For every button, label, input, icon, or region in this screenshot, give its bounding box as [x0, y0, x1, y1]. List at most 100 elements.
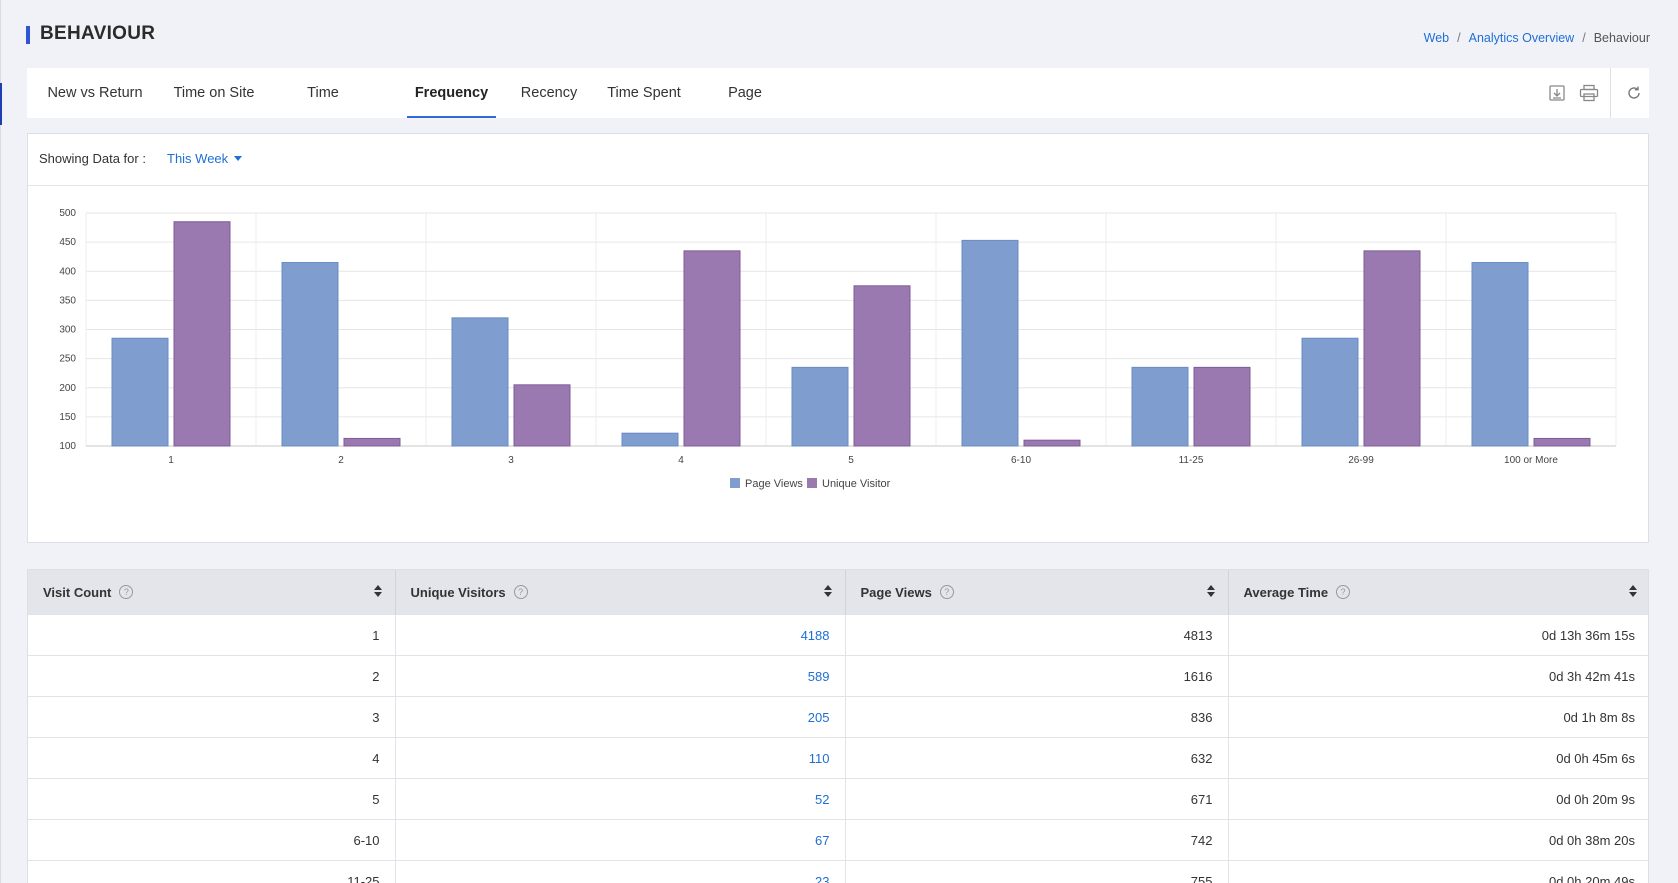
unique-visitors-link[interactable]: 23 [395, 860, 846, 883]
breadcrumb-separator: / [1582, 31, 1586, 45]
average-time-cell: 0d 0h 38m 20s [1228, 819, 1648, 861]
legend-swatch [730, 478, 740, 488]
bar-page-views [621, 432, 679, 447]
visit-count-cell: 11-25 [28, 860, 396, 883]
x-tick-label: 100 or More [1504, 455, 1558, 466]
y-tick-label: 350 [59, 295, 76, 306]
breadcrumb-analytics-overview[interactable]: Analytics Overview [1468, 31, 1575, 45]
column-header-unique-visitors[interactable]: Unique Visitors? [395, 570, 846, 615]
page-title: BEHAVIOUR [40, 23, 156, 44]
column-header-average-time[interactable]: Average Time? [1228, 570, 1648, 615]
bar-unique-visitor [853, 285, 911, 447]
tab-frequency[interactable]: Frequency [407, 68, 496, 118]
y-tick-label: 250 [59, 354, 76, 365]
date-range-dropdown[interactable]: This Week [167, 151, 243, 166]
visit-count-cell: 4 [28, 737, 396, 779]
table-row: 1 4188 4813 0d 13h 36m 15s [28, 614, 1648, 656]
x-tick-label: 6-10 [1011, 455, 1031, 466]
bar-unique-visitor [513, 384, 571, 447]
unique-visitors-link[interactable]: 589 [395, 655, 846, 697]
tab-time-trends[interactable]: Time Trends [301, 85, 346, 151]
bar-page-views [1471, 262, 1529, 447]
sort-icon[interactable] [1628, 584, 1638, 598]
help-icon[interactable]: ? [119, 585, 134, 599]
column-header-page-views[interactable]: Page Views? [845, 570, 1229, 615]
tab-bar: New vs Return Time on Site Time Trends F… [27, 68, 1649, 151]
visit-count-cell: 2 [28, 655, 396, 697]
unique-visitors-link[interactable]: 110 [395, 737, 846, 779]
x-tick-label: 11-25 [1179, 455, 1204, 466]
column-header-visit-count[interactable]: Visit Count? [28, 570, 396, 615]
table-row: 6-10 67 742 0d 0h 38m 20s [28, 819, 1648, 861]
bar-unique-visitor [1023, 439, 1081, 447]
refresh-icon[interactable] [1619, 78, 1649, 108]
help-icon[interactable]: ? [513, 585, 528, 599]
tab-time-on-site[interactable]: Time on Site [173, 85, 255, 101]
page-views-cell: 836 [845, 696, 1229, 738]
bar-unique-visitor [1533, 437, 1591, 447]
y-tick-label: 100 [59, 441, 76, 452]
left-rail [0, 0, 1, 883]
title-accent-bar [26, 26, 30, 44]
average-time-cell: 0d 0h 45m 6s [1228, 737, 1648, 779]
table-row: 4 110 632 0d 0h 45m 6s [28, 737, 1648, 779]
filter-label: Showing Data for : [39, 151, 146, 166]
average-time-cell: 0d 0h 20m 49s [1228, 860, 1648, 883]
sort-icon[interactable] [1206, 584, 1216, 598]
y-tick-label: 150 [59, 412, 76, 423]
y-tick-label: 200 [59, 383, 76, 394]
breadcrumb-current: Behaviour [1593, 31, 1650, 45]
y-tick-label: 450 [59, 237, 76, 248]
date-range-value: This Week [167, 151, 229, 166]
caret-down-icon [234, 156, 243, 161]
toolbar [1542, 68, 1649, 118]
toolbar-divider [1610, 68, 1611, 118]
bar-unique-visitor [1363, 250, 1421, 447]
x-tick-label: 4 [678, 455, 684, 466]
average-time-cell: 0d 0h 20m 9s [1228, 778, 1648, 820]
table-row: 5 52 671 0d 0h 20m 9s [28, 778, 1648, 820]
average-time-cell: 0d 3h 42m 41s [1228, 655, 1648, 697]
tab-recency[interactable]: Recency [520, 85, 578, 101]
table-row: 3 205 836 0d 1h 8m 8s [28, 696, 1648, 738]
page-views-cell: 632 [845, 737, 1229, 779]
tab-page-depth[interactable]: Page Depth [726, 85, 765, 151]
unique-visitors-link[interactable]: 52 [395, 778, 846, 820]
x-tick-label: 3 [508, 455, 514, 466]
bar-page-views [111, 337, 169, 447]
visit-count-cell: 1 [28, 614, 396, 656]
breadcrumb-separator: / [1457, 31, 1461, 45]
tab-time-spent[interactable]: Time Spent [607, 85, 681, 101]
bar-unique-visitor [343, 437, 401, 447]
breadcrumb-web[interactable]: Web [1423, 31, 1450, 45]
table-header-row: Visit Count? Unique Visitors? Page Views… [28, 570, 1648, 615]
unique-visitors-link[interactable]: 4188 [395, 614, 846, 656]
legend-swatch [807, 478, 817, 488]
legend-label: Unique Visitor [822, 478, 891, 490]
unique-visitors-link[interactable]: 67 [395, 819, 846, 861]
frequency-table: Visit Count? Unique Visitors? Page Views… [27, 569, 1649, 883]
bar-page-views [961, 239, 1019, 447]
table-row: 11-25 23 755 0d 0h 20m 49s [28, 860, 1648, 883]
print-icon[interactable] [1574, 78, 1604, 108]
page-views-cell: 755 [845, 860, 1229, 883]
visit-count-cell: 5 [28, 778, 396, 820]
y-tick-label: 300 [59, 325, 76, 336]
download-icon[interactable] [1542, 78, 1572, 108]
tab-new-vs-return[interactable]: New vs Return [47, 85, 143, 101]
sort-icon[interactable] [823, 584, 833, 598]
x-tick-label: 26-99 [1348, 455, 1374, 466]
help-icon[interactable]: ? [1336, 585, 1351, 599]
legend-label: Page Views [745, 478, 803, 490]
bar-unique-visitor [1193, 366, 1251, 447]
bar-unique-visitor [173, 221, 231, 447]
bar-page-views [281, 262, 339, 447]
help-icon[interactable]: ? [939, 585, 954, 599]
visit-count-cell: 3 [28, 696, 396, 738]
filter-row: Showing Data for : This Week [28, 134, 1648, 186]
x-tick-label: 1 [168, 455, 174, 466]
visit-count-cell: 6-10 [28, 819, 396, 861]
sort-icon[interactable] [373, 584, 383, 598]
unique-visitors-link[interactable]: 205 [395, 696, 846, 738]
y-tick-label: 500 [59, 208, 76, 219]
